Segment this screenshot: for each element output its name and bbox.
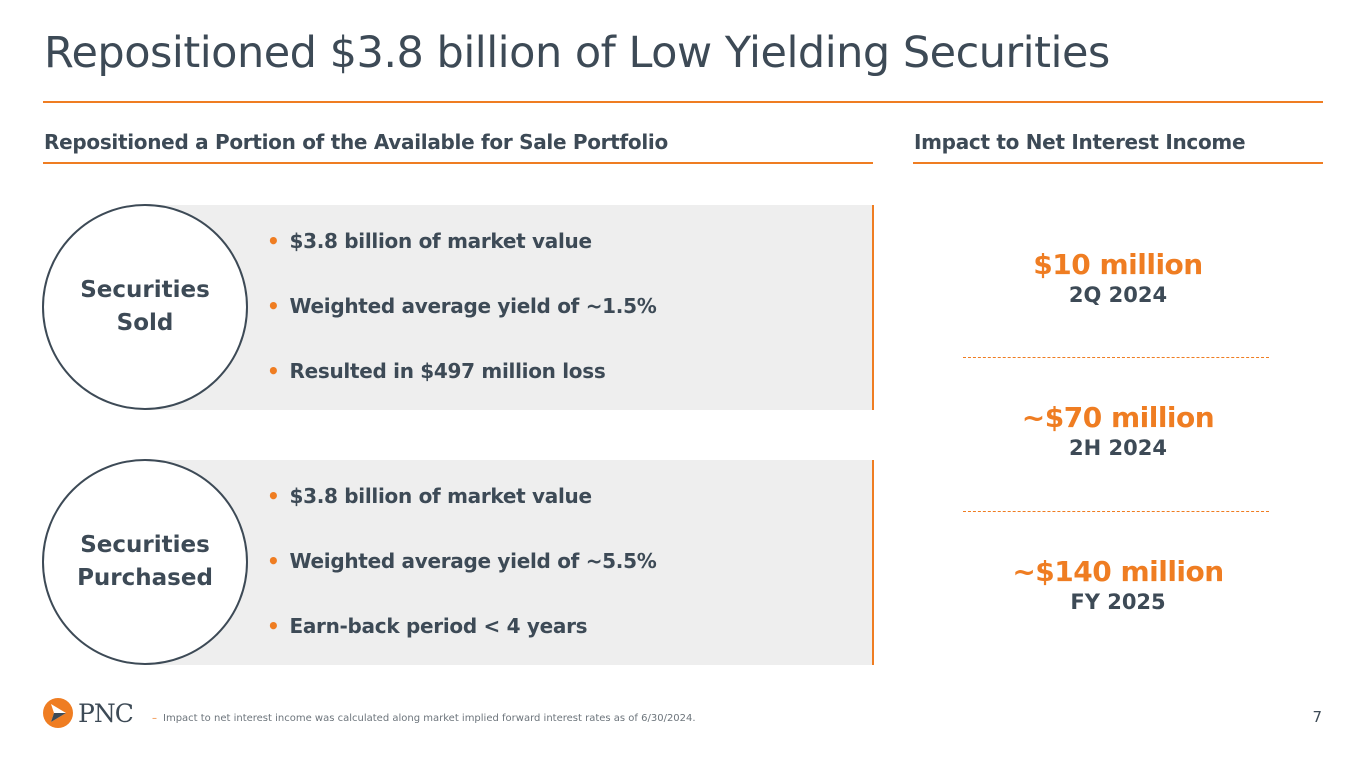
impact-item: ~$70 million 2H 2024	[913, 401, 1323, 460]
left-section-heading: Repositioned a Portion of the Available …	[44, 130, 668, 154]
impact-period: 2Q 2024	[1068, 283, 1168, 307]
bullet-icon: •	[267, 484, 280, 508]
securities-sold-panel: • $3.8 billion of market value • Weighted …	[140, 205, 874, 410]
securities-purchased-list: • $3.8 billion of market value • Weighted …	[267, 484, 657, 679]
impact-amount: ~$140 million	[1012, 555, 1224, 588]
impact-item: $10 million 2Q 2024	[913, 248, 1323, 307]
list-item: • $3.8 billion of market value	[267, 229, 592, 253]
securities-sold-label: Securities Sold	[80, 277, 210, 336]
impact-period: FY 2025	[1070, 590, 1166, 614]
impact-amount: ~$70 million	[1021, 401, 1215, 434]
pnc-logo: PNC	[42, 697, 134, 729]
footnote-marker: –	[152, 713, 157, 724]
bullet-icon: •	[267, 614, 280, 638]
pnc-logo-icon	[43, 698, 73, 728]
right-section-heading: Impact to Net Interest Income	[914, 130, 1246, 154]
logo-text: PNC	[78, 698, 134, 728]
page-title: Repositioned $3.8 billion of Low Yieldin…	[44, 28, 1110, 78]
securities-sold-circle: Securities Sold	[42, 204, 248, 410]
bullet-icon: •	[267, 359, 280, 383]
impact-separator	[963, 511, 1269, 512]
footnote-text: Impact to net interest income was calcul…	[163, 713, 696, 724]
list-item: • Weighted average yield of ~1.5%	[267, 294, 657, 318]
title-divider	[43, 101, 1323, 103]
securities-sold-list: • $3.8 billion of market value • Weighted …	[267, 229, 657, 424]
right-section-divider	[913, 162, 1323, 164]
securities-purchased-label: Securities Purchased	[77, 532, 213, 591]
impact-amount: $10 million	[1033, 248, 1203, 281]
securities-purchased-circle: Securities Purchased	[42, 459, 248, 665]
bullet-icon: •	[267, 229, 280, 253]
impact-separator	[963, 357, 1269, 358]
left-section-divider	[43, 162, 873, 164]
list-item: • Resulted in $497 million loss	[267, 359, 606, 383]
securities-purchased-panel: • $3.8 billion of market value • Weighted …	[140, 460, 874, 665]
footnote: – Impact to net interest income was calcu…	[152, 713, 696, 724]
impact-item: ~$140 million FY 2025	[913, 555, 1323, 614]
bullet-icon: •	[267, 549, 280, 573]
list-item: • Earn-back period < 4 years	[267, 614, 588, 638]
impact-period: 2H 2024	[1069, 436, 1167, 460]
list-item: • $3.8 billion of market value	[267, 484, 592, 508]
bullet-icon: •	[267, 294, 280, 318]
list-item: • Weighted average yield of ~5.5%	[267, 549, 657, 573]
page-number: 7	[1312, 708, 1322, 726]
